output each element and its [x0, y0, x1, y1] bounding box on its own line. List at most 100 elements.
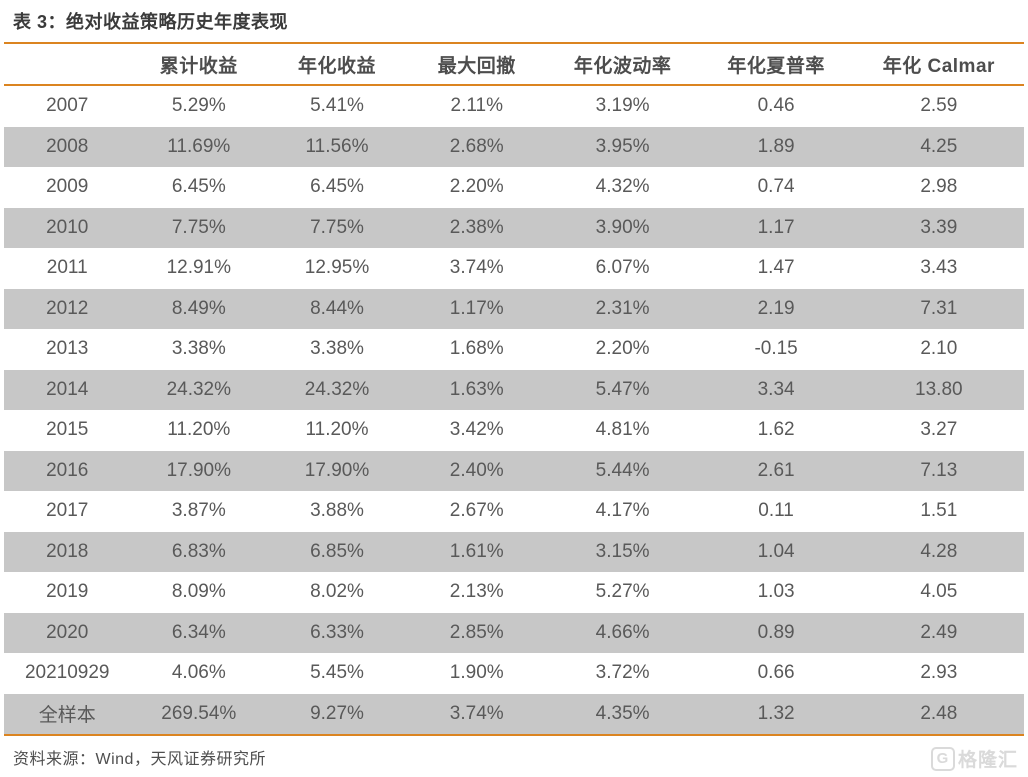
value-cell: 1.32 [757, 702, 795, 724]
table-row: 2007 5.29% 5.41% 2.11% 3.19% 0.46 2.59 [4, 85, 1024, 127]
value-cell: 2.61 [757, 459, 795, 481]
value-cell: 2.13% [449, 581, 504, 603]
value-cell: 1.03 [757, 581, 795, 603]
value-cell: 3.15% [595, 540, 650, 562]
gelonghui-logo-icon: G [930, 746, 955, 771]
value-cell: 8.02% [310, 581, 364, 603]
value-cell: 3.72% [595, 662, 650, 684]
value-cell: 12.95% [304, 257, 370, 279]
year-column-header [4, 43, 130, 85]
value-cell: 0.89 [757, 621, 795, 643]
gelonghui-watermark: G 格隆汇 [930, 745, 1020, 772]
value-cell: 6.45% [171, 176, 226, 198]
value-cell: 1.68% [449, 338, 504, 360]
table-row: 2013 3.38% 3.38% 1.68% 2.20% -0.15 2.10 [4, 329, 1024, 370]
value-cell: 3.74% [449, 257, 504, 279]
value-cell: 4.81% [595, 419, 650, 441]
value-cell: 7.13 [920, 459, 958, 481]
table-body: 2007 5.29% 5.41% 2.11% 3.19% 0.46 2.59 2008 11.6… [4, 85, 1024, 735]
value-cell: 269.54% [161, 702, 237, 724]
value-cell: 2.31% [595, 297, 650, 319]
value-cell: 3.39 [920, 216, 958, 238]
value-cell: 5.41% [310, 95, 364, 117]
value-cell: 2.40% [449, 459, 504, 481]
value-cell: 2.67% [449, 500, 504, 522]
value-cell: 11.56% [305, 135, 369, 157]
value-cell: 1.47 [757, 257, 795, 279]
performance-table: 累计收益 年化收益 最大回撤 年化波动率 年化夏普率 年化 Calmar 2007 5.29… [4, 42, 1024, 736]
value-cell: 4.06% [171, 662, 226, 684]
table-row: 2012 8.49% 8.44% 1.17% 2.31% 2.19 7.31 [4, 288, 1024, 329]
value-cell: 8.44% [310, 297, 364, 319]
value-cell: 1.62 [757, 419, 795, 441]
value-cell: 11.20% [305, 419, 369, 441]
value-cell: 3.90% [595, 216, 650, 238]
row-label-cell: 2015 [46, 419, 89, 441]
value-cell: 7.31 [920, 297, 958, 319]
value-cell: 7.75% [310, 216, 364, 238]
table-row: 2008 11.69% 11.56% 2.68% 3.95% 1.89 4.25 [4, 126, 1024, 167]
value-cell: 5.45% [310, 662, 364, 684]
metric-column-header: 年化波动率 [573, 55, 672, 77]
value-cell: 7.75% [171, 216, 226, 238]
table-row: 2016 17.90% 17.90% 2.40% 5.44% 2.61 7.13 [4, 450, 1024, 491]
value-cell: 11.69% [167, 135, 231, 157]
row-label-cell: 2018 [46, 540, 89, 562]
value-cell: 2.48 [920, 702, 958, 724]
value-cell: 3.34 [757, 378, 795, 400]
value-cell: 3.43 [920, 257, 958, 279]
value-cell: -0.15 [754, 338, 798, 360]
table-row: 2009 6.45% 6.45% 2.20% 4.32% 0.74 2.98 [4, 167, 1024, 208]
value-cell: 2.68% [449, 135, 504, 157]
row-label-cell: 全样本 [38, 705, 96, 727]
value-cell: 6.33% [310, 621, 364, 643]
source-note: 资料来源：Wind，天风证券研究所 [13, 751, 266, 768]
value-cell: 6.34% [171, 621, 226, 643]
value-cell: 3.88% [310, 500, 364, 522]
value-cell: 8.49% [171, 297, 226, 319]
table-row: 2011 12.91% 12.95% 3.74% 6.07% 1.47 3.43 [4, 248, 1024, 289]
value-cell: 3.38% [310, 338, 364, 360]
value-cell: 4.28 [920, 540, 958, 562]
value-cell: 1.04 [757, 540, 795, 562]
value-cell: 2.19 [757, 297, 795, 319]
value-cell: 6.83% [171, 540, 226, 562]
value-cell: 9.27% [310, 702, 364, 724]
table-title: 表 3：绝对收益策略历史年度表现 [13, 12, 289, 32]
value-cell: 2.93 [920, 662, 958, 684]
metric-column-header: 年化 Calmar [882, 55, 995, 77]
value-cell: 4.05 [920, 581, 958, 603]
row-label-cell: 2010 [46, 216, 89, 238]
value-cell: 3.38% [171, 338, 226, 360]
value-cell: 0.11 [758, 500, 794, 522]
table-row: 2018 6.83% 6.85% 1.61% 3.15% 1.04 4.28 [4, 531, 1024, 572]
value-cell: 2.59 [920, 95, 958, 117]
row-label-cell: 2009 [46, 176, 89, 198]
value-cell: 3.27 [920, 419, 958, 441]
table-row: 2014 24.32% 24.32% 1.63% 5.47% 3.34 13.80 [4, 369, 1024, 410]
value-cell: 4.35% [595, 702, 650, 724]
table-row: 2017 3.87% 3.88% 2.67% 4.17% 0.11 1.51 [4, 491, 1024, 532]
value-cell: 4.66% [595, 621, 650, 643]
table-header-row: 累计收益 年化收益 最大回撤 年化波动率 年化夏普率 年化 Calmar [4, 43, 1024, 85]
table-row: 全样本 269.54% 9.27% 3.74% 4.35% 1.32 2.48 [4, 693, 1024, 735]
row-label-cell: 2014 [46, 378, 89, 400]
row-label-cell: 2007 [46, 95, 89, 117]
value-cell: 1.17% [449, 297, 504, 319]
value-cell: 2.20% [449, 176, 504, 198]
value-cell: 2.11% [450, 95, 503, 117]
metric-column-header: 累计收益 [159, 55, 238, 77]
value-cell: 5.29% [171, 95, 226, 117]
metric-column-header: 年化夏普率 [727, 55, 825, 77]
table-row: 2020 6.34% 6.33% 2.85% 4.66% 0.89 2.49 [4, 612, 1024, 653]
value-cell: 4.17% [595, 500, 650, 522]
value-cell: 1.17 [757, 216, 795, 238]
value-cell: 5.44% [595, 459, 650, 481]
value-cell: 6.85% [310, 540, 364, 562]
value-cell: 6.07% [595, 257, 650, 279]
table-row: 2015 11.20% 11.20% 3.42% 4.81% 1.62 3.27 [4, 410, 1024, 451]
value-cell: 2.85% [449, 621, 504, 643]
value-cell: 2.20% [595, 338, 650, 360]
row-label-cell: 2020 [46, 621, 89, 643]
